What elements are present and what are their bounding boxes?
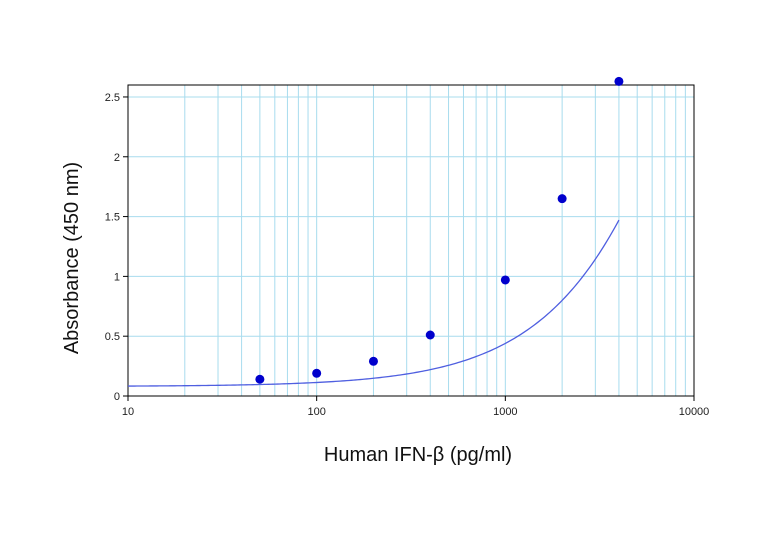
- axis-ticks: 0 0.5 1 1.5 2 2.5 10 100 1000 10000: [105, 92, 710, 418]
- x-axis-label: Human IFN-β (pg/ml): [324, 444, 512, 466]
- y-tick-label: 2.5: [105, 92, 120, 104]
- plot-area-frame: [127, 84, 695, 397]
- data-point: [255, 374, 265, 384]
- x-tick-label: 10: [122, 406, 134, 418]
- data-points: [255, 76, 624, 384]
- data-point: [312, 368, 322, 378]
- y-tick-label: 1.5: [105, 212, 120, 224]
- y-tick-label: 1: [114, 271, 120, 283]
- data-point: [557, 194, 567, 204]
- data-point: [368, 356, 378, 366]
- y-axis-label: Absorbance (450 nm): [61, 162, 83, 354]
- y-tick-label: 0.5: [105, 331, 120, 343]
- x-tick-label: 100: [307, 406, 325, 418]
- y-tick-label: 0: [114, 391, 120, 403]
- x-tick-label: 10000: [679, 406, 710, 418]
- data-point: [425, 330, 435, 340]
- data-point: [500, 275, 510, 285]
- grid-lines: [128, 85, 694, 396]
- data-point: [614, 76, 624, 86]
- y-tick-label: 2: [114, 152, 120, 164]
- fit-curve: [127, 219, 620, 387]
- x-tick-label: 1000: [493, 406, 517, 418]
- fit-curve-group: [127, 219, 620, 387]
